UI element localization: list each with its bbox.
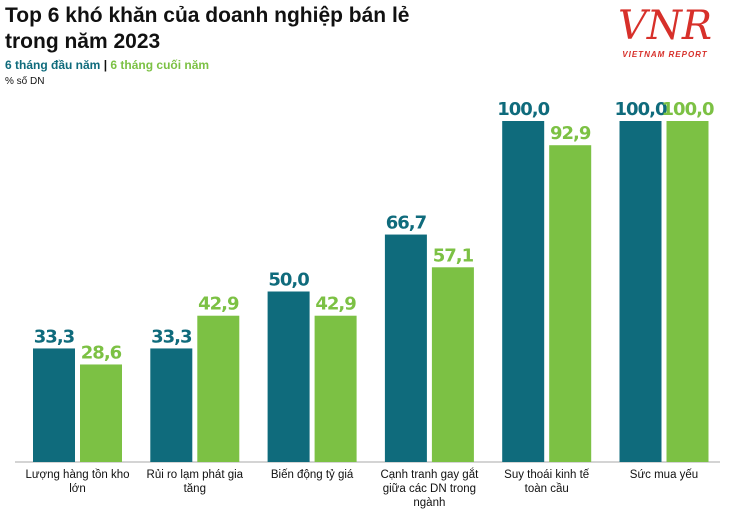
value-label: 66,7 — [386, 213, 427, 234]
x-tick-label: Cạnh tranh gay gắt giữa các DN trong ngà… — [380, 469, 479, 509]
bar — [80, 364, 122, 462]
x-tick-label: Sức mua yếu — [629, 469, 699, 481]
x-tick-label: Suy thoái kinh tế toàn cầu — [504, 469, 590, 495]
bar — [314, 315, 357, 462]
value-label: 57,1 — [433, 245, 474, 266]
legend-entry: 6 tháng đầu năm — [5, 58, 101, 72]
legend: 6 tháng đầu năm | 6 tháng cuối năm — [5, 58, 210, 72]
chart-title: Top 6 khó khăn của doanh nghiệp bán lẻ t… — [5, 4, 410, 53]
value-label: 50,0 — [268, 270, 309, 291]
value-label: 33,3 — [151, 326, 192, 347]
bar — [33, 348, 75, 462]
bar — [431, 267, 474, 462]
value-label: 100,0 — [615, 99, 667, 120]
logo-mark: VNR — [617, 3, 712, 49]
bar — [619, 121, 662, 462]
value-label: 33,3 — [34, 326, 75, 347]
value-label: 100,0 — [497, 99, 549, 120]
value-label: 42,9 — [315, 294, 356, 315]
bar — [197, 315, 240, 462]
value-label: 42,9 — [198, 294, 239, 315]
bar — [267, 291, 310, 462]
x-tick-label: Biến động tỷ giá — [270, 469, 354, 481]
value-label: 100,0 — [662, 99, 714, 120]
x-tick-label: Lượng hàng tồn kho lớn — [25, 469, 130, 495]
subtitle: % số DN — [5, 76, 45, 87]
bar — [549, 145, 592, 462]
bar — [384, 234, 427, 462]
bar — [502, 121, 545, 462]
bar — [666, 121, 709, 462]
x-tick-label: Rủi ro lạm phát gia tăng — [146, 469, 244, 495]
bar — [150, 348, 193, 462]
logo: VNR VIETNAM REPORT — [618, 2, 712, 59]
value-label: 92,9 — [550, 123, 591, 144]
value-label: 28,6 — [81, 342, 122, 363]
logo-name: VIETNAM REPORT — [622, 50, 708, 59]
legend-entry: 6 tháng cuối năm — [110, 58, 210, 72]
